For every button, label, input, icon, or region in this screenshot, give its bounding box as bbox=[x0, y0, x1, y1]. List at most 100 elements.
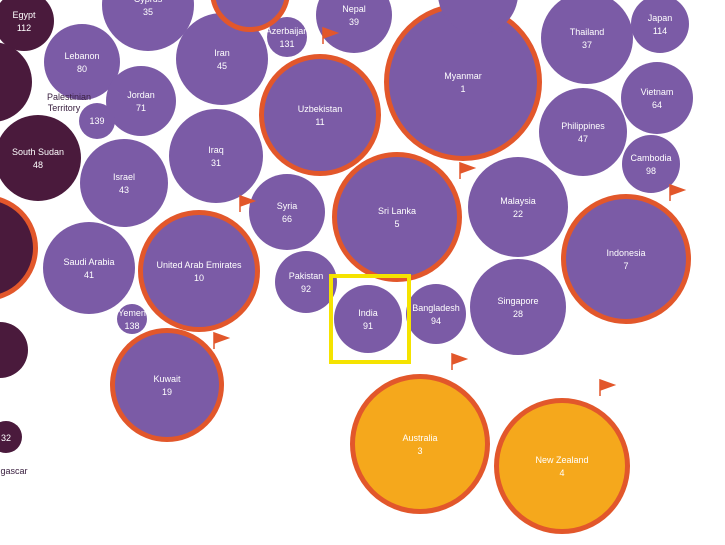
country-rank: 138 bbox=[124, 321, 139, 331]
country-rank: 43 bbox=[119, 185, 129, 195]
bubble-nepal: Nepal 39 bbox=[316, 0, 392, 53]
bubble-circle bbox=[561, 194, 691, 324]
bubble-bubble-4 bbox=[0, 322, 28, 378]
country-name: Indonesia bbox=[606, 248, 645, 258]
country-name: United Arab Emirates bbox=[156, 260, 242, 270]
bubble-syria: Syria 66 bbox=[249, 174, 325, 250]
country-rank: 22 bbox=[513, 209, 523, 219]
country-rank: 92 bbox=[301, 284, 311, 294]
bubble-south-sudan: South Sudan 48 bbox=[0, 115, 81, 201]
bubble-azerbaijan: Azerbaijan 131 bbox=[266, 17, 308, 57]
bubble-bangladesh: Bangladesh 94 bbox=[406, 284, 466, 344]
bubble-cambodia: Cambodia 98 bbox=[622, 135, 680, 193]
bubble-circle bbox=[267, 17, 307, 57]
bubble-circle bbox=[0, 197, 38, 299]
country-name: Israel bbox=[113, 172, 135, 182]
country-rank: 80 bbox=[77, 64, 87, 74]
country-rank: 91 bbox=[363, 321, 373, 331]
bubble-circle bbox=[470, 259, 566, 355]
partial-rank-label: 32 bbox=[1, 433, 11, 443]
bubble-circle bbox=[494, 398, 630, 534]
bubble-circle bbox=[106, 66, 176, 136]
country-rank: 39 bbox=[349, 17, 359, 27]
palestinian-label: Palestinian bbox=[47, 92, 91, 102]
country-rank: 45 bbox=[217, 61, 227, 71]
bubble-bubble-3 bbox=[0, 197, 38, 299]
country-name: New Zealand bbox=[535, 455, 588, 465]
bubble-uzbekistan: Uzbekistan 11 bbox=[259, 54, 381, 176]
bubble-circle bbox=[169, 109, 263, 203]
country-name: Yemen bbox=[118, 308, 146, 318]
bubble-new-zealand: New Zealand 4 bbox=[494, 398, 630, 534]
bubble-japan: Japan 114 bbox=[631, 0, 689, 53]
bubble-circle bbox=[539, 88, 627, 176]
country-rank: 64 bbox=[652, 100, 662, 110]
country-name: Sri Lanka bbox=[378, 206, 416, 216]
bubble-saudi-arabia: Saudi Arabia 41 bbox=[43, 222, 135, 314]
country-rank: 48 bbox=[33, 160, 43, 170]
bubble-circle bbox=[316, 0, 392, 53]
flag-icon bbox=[451, 352, 469, 370]
bubble-sri-lanka: Sri Lanka 5 bbox=[332, 152, 462, 282]
country-rank: 1 bbox=[460, 84, 465, 94]
highlight-box bbox=[329, 274, 411, 364]
bubble-jordan: Jordan 71 bbox=[106, 66, 176, 136]
country-name: Kuwait bbox=[153, 374, 181, 384]
bubble-india: India 91 bbox=[334, 285, 402, 353]
bubble-egypt: Egypt 112 bbox=[0, 0, 54, 51]
partial-country-label: gascar bbox=[0, 466, 27, 476]
bubble-circle bbox=[0, 0, 54, 51]
country-name: Egypt bbox=[12, 10, 36, 20]
country-name: Uzbekistan bbox=[298, 104, 343, 114]
country-name: Lebanon bbox=[64, 51, 99, 61]
bubble-circle bbox=[468, 157, 568, 257]
bubble-circle bbox=[79, 103, 115, 139]
country-name: Nepal bbox=[342, 4, 366, 14]
country-rank: 114 bbox=[653, 26, 667, 36]
bubble-circle bbox=[138, 210, 260, 332]
country-rank: 47 bbox=[578, 134, 588, 144]
country-rank: 19 bbox=[162, 387, 172, 397]
country-rank: 66 bbox=[282, 214, 292, 224]
country-rank: 31 bbox=[211, 158, 221, 168]
bubble-circle bbox=[406, 284, 466, 344]
flag-icon bbox=[599, 378, 617, 396]
bubble-circle bbox=[43, 222, 135, 314]
bubble-yemen: Yemen 138 bbox=[117, 304, 147, 334]
bubble-kuwait: Kuwait 19 bbox=[110, 328, 224, 442]
bubble-bubble-10: 139 bbox=[79, 103, 115, 139]
bubble-circle bbox=[621, 62, 693, 134]
territory-label: Territory bbox=[48, 103, 81, 113]
country-name: Cambodia bbox=[630, 153, 671, 163]
flag-icon bbox=[322, 26, 340, 44]
country-rank: 35 bbox=[143, 7, 153, 17]
bubble-bubble-37 bbox=[210, 0, 290, 32]
country-rank: 28 bbox=[513, 309, 523, 319]
country-name: Thailand bbox=[570, 27, 605, 37]
country-rank: 4 bbox=[559, 468, 564, 478]
country-name: South Sudan bbox=[12, 147, 64, 157]
bubble-circle bbox=[0, 115, 81, 201]
country-name: Australia bbox=[402, 433, 437, 443]
country-name: Syria bbox=[277, 201, 298, 211]
bubble-philippines: Philippines 47 bbox=[539, 88, 627, 176]
country-rank: 94 bbox=[431, 316, 441, 326]
bubble-circle bbox=[350, 374, 490, 514]
bubble-circle bbox=[0, 42, 32, 122]
bubble-vietnam: Vietnam 64 bbox=[621, 62, 693, 134]
country-rank: 131 bbox=[279, 39, 294, 49]
country-name: Myanmar bbox=[444, 71, 482, 81]
bubble-circle bbox=[332, 152, 462, 282]
flag-icon bbox=[239, 194, 257, 212]
bubble-circle bbox=[438, 0, 518, 34]
bubble-circle bbox=[176, 13, 268, 105]
country-rank: 139 bbox=[89, 116, 104, 126]
flag-icon bbox=[213, 331, 231, 349]
bubble-circle bbox=[0, 421, 22, 453]
country-name: Cyprus bbox=[134, 0, 163, 4]
flag-layer bbox=[213, 26, 687, 396]
country-name: Philippines bbox=[561, 121, 605, 131]
bubble-circle bbox=[631, 0, 689, 53]
